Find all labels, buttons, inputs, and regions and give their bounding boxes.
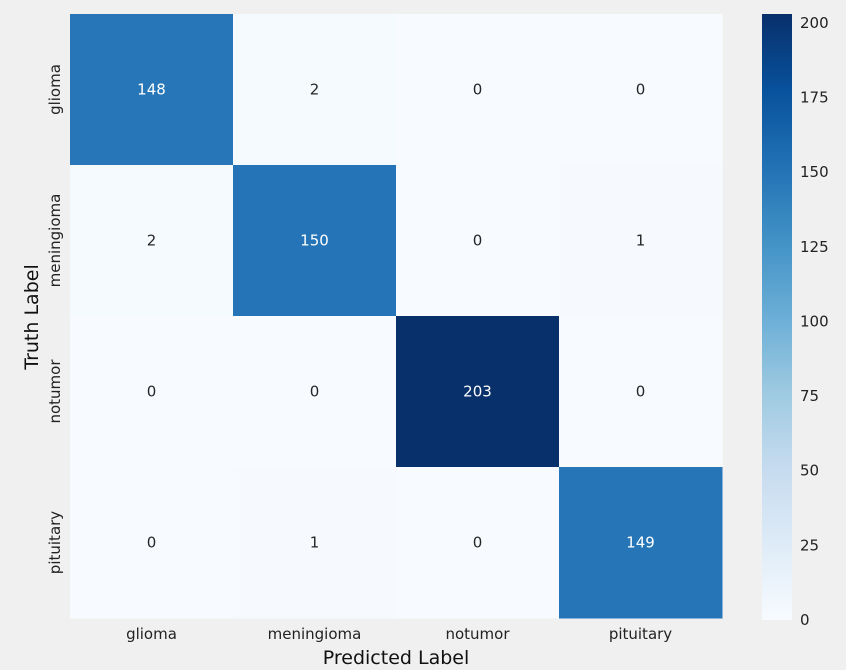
colorbar-tick-label: 200: [800, 14, 829, 32]
x-tick-label: notumor: [445, 625, 510, 643]
heatmap-cell: [233, 467, 397, 619]
cell-value-label: 1: [636, 232, 646, 250]
colorbar-tick-labels: 0 25 50 75 100 125 150 175 200: [800, 14, 829, 629]
cell-value-label: 0: [473, 232, 483, 250]
colorbar-tick-label: 75: [800, 387, 819, 405]
cell-value-label: 0: [636, 383, 646, 401]
y-tick-label: notumor: [46, 359, 64, 424]
colorbar-tick-label: 0: [800, 611, 810, 629]
heatmap-cell: [396, 467, 560, 619]
heatmap-cell: [559, 316, 723, 468]
colorbar: [762, 14, 792, 620]
x-tick-label: pituitary: [609, 625, 672, 643]
cell-value-label: 0: [636, 81, 646, 99]
cell-value-label: 1: [310, 534, 320, 552]
heatmap-cell: [233, 14, 397, 166]
heatmap-cell: [233, 316, 397, 468]
y-axis-label: Truth Label: [21, 264, 43, 370]
heatmap-cell: [70, 165, 234, 317]
x-tick-labels: glioma meningioma notumor pituitary: [126, 625, 672, 643]
y-tick-label: pituitary: [46, 511, 64, 574]
cell-value-label: 2: [310, 81, 320, 99]
heatmap-cell: [396, 14, 560, 166]
colorbar-tick-label: 125: [800, 238, 829, 256]
cell-value-label: 203: [463, 383, 492, 401]
y-tick-label: glioma: [46, 64, 64, 115]
x-tick-label: glioma: [126, 625, 177, 643]
cell-value-label: 0: [147, 383, 157, 401]
heatmap-cell: [559, 165, 723, 317]
colorbar-tick-label: 150: [800, 163, 829, 181]
heatmap-cell: [396, 165, 560, 317]
y-tick-labels: glioma meningioma notumor pituitary: [46, 64, 64, 574]
colorbar-tick-label: 100: [800, 312, 829, 330]
cell-value-label: 149: [626, 534, 655, 552]
cell-value-label: 0: [473, 534, 483, 552]
heatmap-cell: [70, 316, 234, 468]
cell-value-label: 0: [310, 383, 320, 401]
heatmap-cells: [70, 14, 723, 619]
colorbar-tick-label: 50: [800, 462, 819, 480]
heatmap-cell: [70, 467, 234, 619]
cell-value-label: 148: [137, 81, 166, 99]
cell-value-label: 150: [300, 232, 329, 250]
heatmap-cell: [70, 14, 234, 166]
heatmap-cell: [559, 467, 723, 619]
colorbar-tick-label: 25: [800, 536, 819, 554]
heatmap-cell-labels: 148 2 0 0 2 150 0 1 0 0 203 0 0 1 0 149: [137, 81, 655, 552]
heatmap-cell: [233, 165, 397, 317]
x-axis-label: Predicted Label: [323, 647, 470, 669]
cell-value-label: 2: [147, 232, 157, 250]
heatmap-cell: [396, 316, 560, 468]
cell-value-label: 0: [473, 81, 483, 99]
cell-value-label: 0: [147, 534, 157, 552]
heatmap-cell: [559, 14, 723, 166]
y-tick-label: meningioma: [46, 194, 64, 288]
x-tick-label: meningioma: [268, 625, 362, 643]
colorbar-tick-label: 175: [800, 89, 829, 107]
